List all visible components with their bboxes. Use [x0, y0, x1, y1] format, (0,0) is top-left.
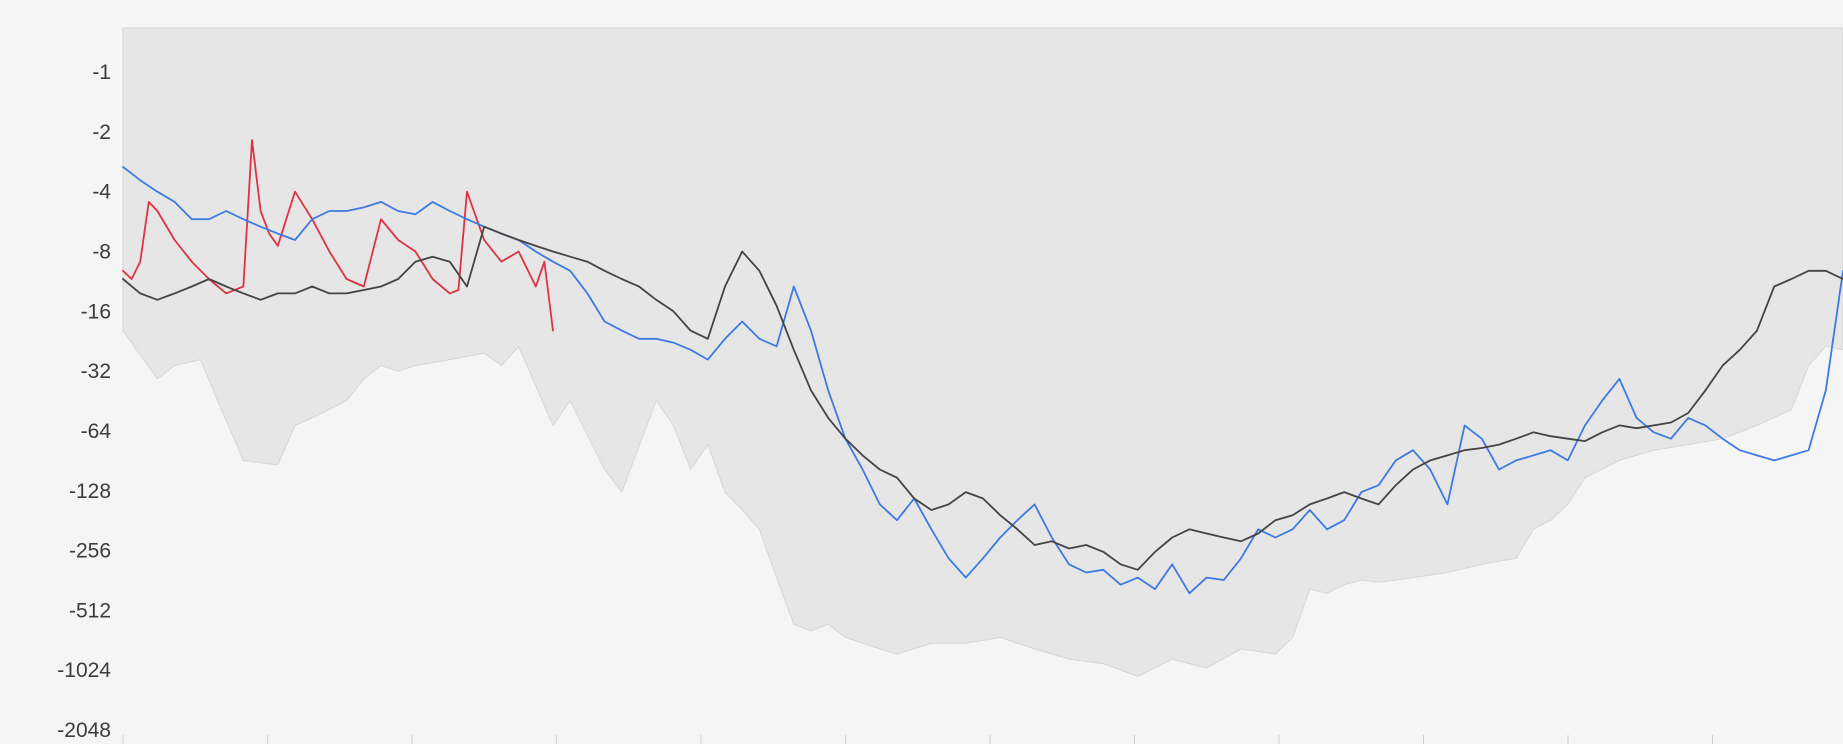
- y-tick-label: -1: [92, 61, 111, 84]
- y-tick-label: -2: [92, 121, 111, 144]
- range-band: [123, 28, 1843, 676]
- y-tick-label: -512: [69, 599, 111, 622]
- range-band-layer: [123, 28, 1843, 676]
- y-tick-label: -64: [81, 420, 112, 443]
- y-tick-label: -1024: [57, 659, 111, 682]
- y-tick-label: -8: [92, 241, 111, 264]
- y-tick-label: -32: [81, 360, 111, 383]
- y-tick-label: -128: [69, 480, 111, 503]
- y-tick-label: -16: [81, 300, 111, 323]
- y-tick-label: -2048: [57, 719, 111, 742]
- y-tick-label: -4: [92, 181, 111, 204]
- y-tick-label: -256: [69, 540, 111, 563]
